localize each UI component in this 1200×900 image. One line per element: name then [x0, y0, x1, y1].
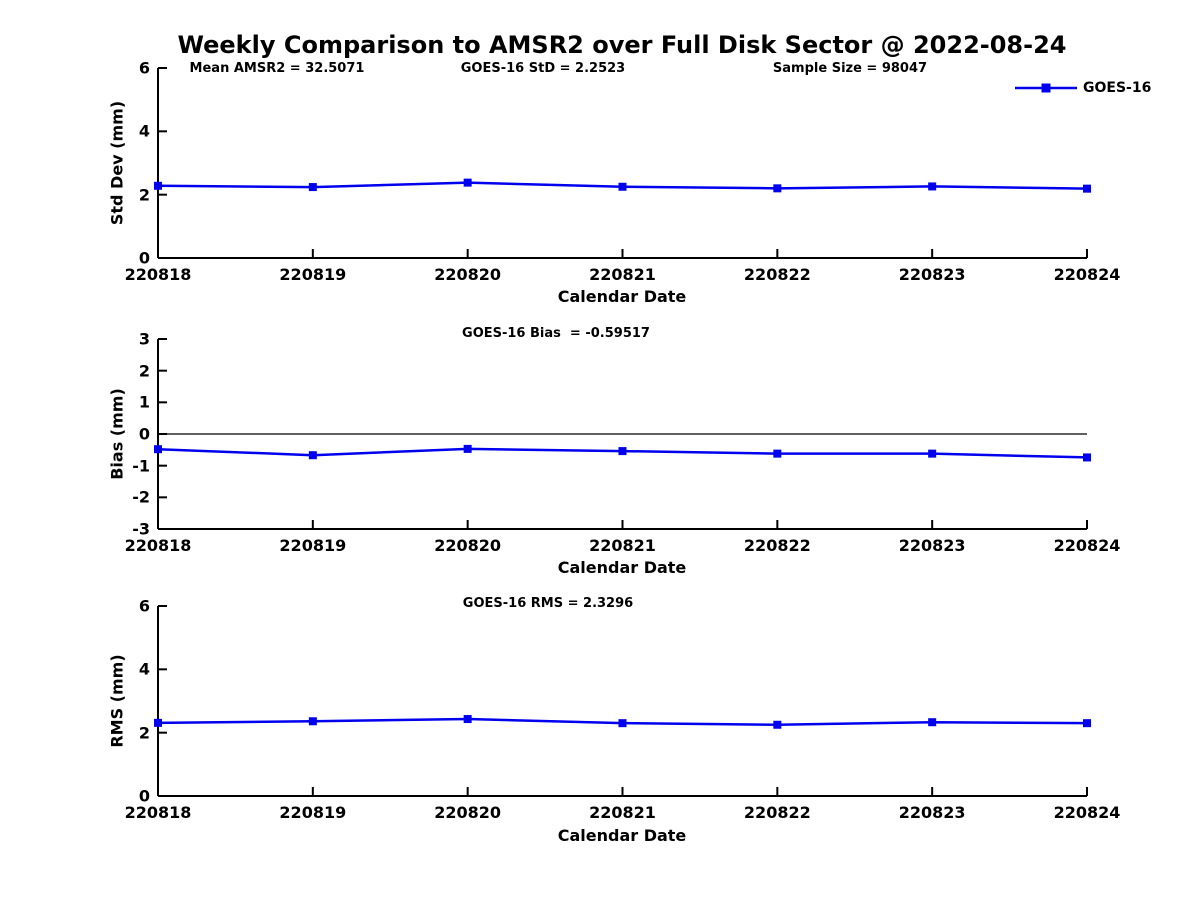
x-tick-label: 220824	[1053, 265, 1121, 284]
data-point-marker	[463, 715, 472, 724]
data-point-marker	[154, 445, 162, 454]
annotation-goes16-std: GOES-16 StD = 2.2523	[460, 61, 626, 76]
x-tick-label: 220818	[124, 803, 192, 822]
y-tick-label: 3	[138, 329, 150, 349]
x-tick-label: 220821	[589, 803, 656, 822]
data-point-marker	[308, 451, 317, 460]
y-tick-label: 6	[138, 596, 150, 616]
y-tick-label: 4	[138, 121, 150, 141]
plot-area-1	[154, 338, 1091, 530]
y-axis-label-stddev: Std Dev (mm)	[107, 100, 127, 226]
x-tick-label: 220818	[124, 536, 192, 555]
annotation-goes16-bias: GOES-16 Bias = -0.59517	[462, 326, 650, 341]
y-tick-label: 4	[138, 659, 150, 679]
y-tick-label: 0	[138, 248, 150, 268]
data-point-marker	[618, 182, 627, 191]
y-tick-label: 1	[138, 392, 150, 412]
x-tick-label: 220819	[279, 536, 347, 555]
data-point-marker	[928, 449, 937, 458]
y-tick-label: 2	[138, 723, 150, 743]
data-point-marker	[618, 719, 627, 728]
annotation-goes16-rms: GOES-16 RMS = 2.3296	[462, 596, 634, 611]
data-point-marker	[618, 447, 627, 456]
x-tick-label: 220818	[124, 265, 192, 284]
data-point-marker	[308, 183, 317, 192]
y-tick-label: -3	[132, 519, 150, 539]
x-tick-label: 220822	[743, 803, 811, 822]
y-tick-label: 6	[138, 58, 150, 78]
y-tick-label: -2	[132, 487, 150, 507]
annotation-mean-amsr2: Mean AMSR2 = 32.5071	[189, 61, 365, 76]
legend[interactable]: GOES-16	[1015, 80, 1151, 96]
data-point-marker	[308, 717, 317, 726]
data-point-marker	[154, 181, 162, 190]
x-tick-label: 220823	[898, 536, 966, 555]
y-tick-label: 0	[138, 424, 150, 444]
x-tick-label: 220823	[898, 265, 966, 284]
x-tick-label: 220823	[898, 803, 966, 822]
legend-label: GOES-16	[1083, 80, 1152, 96]
chart-title: Weekly Comparison to AMSR2 over Full Dis…	[177, 31, 1067, 59]
x-tick-label: 220820	[434, 803, 502, 822]
data-point-marker	[773, 720, 782, 729]
y-tick-label: 2	[138, 185, 150, 205]
x-tick-label: 220821	[589, 536, 656, 555]
data-point-marker	[773, 449, 782, 458]
y-tick-label: 0	[138, 786, 150, 806]
data-point-marker	[928, 718, 937, 727]
x-axis-label: Calendar Date	[557, 826, 687, 845]
x-tick-label: 220820	[434, 265, 502, 284]
data-point-marker	[773, 184, 782, 193]
legend-line-marker-icon	[1015, 83, 1077, 93]
data-point-marker	[1083, 453, 1091, 462]
y-tick-label: -1	[132, 456, 150, 476]
x-tick-label: 220819	[279, 803, 347, 822]
x-tick-label: 220822	[743, 536, 811, 555]
data-point-marker	[463, 444, 472, 453]
data-point-marker	[463, 178, 472, 187]
data-point-marker	[1083, 719, 1091, 728]
data-point-marker	[154, 718, 162, 727]
x-axis-label: Calendar Date	[557, 558, 687, 577]
data-point-marker	[928, 182, 937, 191]
x-axis-label: Calendar Date	[557, 287, 687, 306]
x-tick-label: 220821	[589, 265, 656, 284]
data-point-marker	[1083, 184, 1091, 193]
annotation-sample-size: Sample Size = 98047	[772, 61, 928, 76]
x-tick-label: 220820	[434, 536, 502, 555]
x-tick-label: 220824	[1053, 536, 1121, 555]
x-tick-label: 220824	[1053, 803, 1121, 822]
x-tick-label: 220822	[743, 265, 811, 284]
plot-area-2	[154, 605, 1091, 797]
x-tick-label: 220819	[279, 265, 347, 284]
plot-area-0	[154, 67, 1091, 259]
y-tick-label: 2	[138, 361, 150, 381]
